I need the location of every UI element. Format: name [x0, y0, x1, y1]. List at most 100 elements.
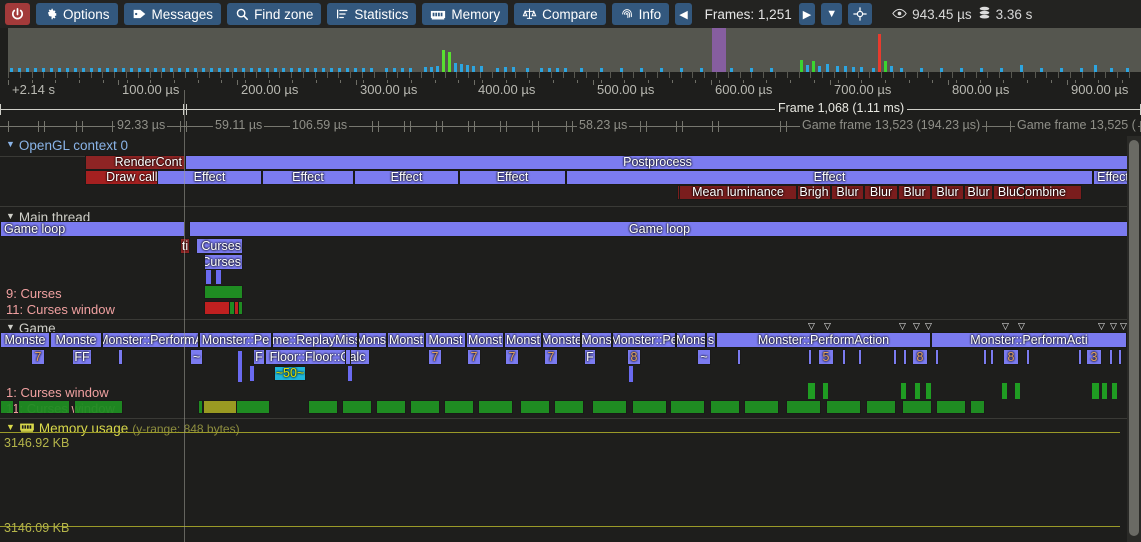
zone-collapse-marker[interactable]: ▽: [1098, 321, 1105, 331]
frame-bar[interactable]: [401, 68, 404, 72]
game-zone[interactable]: Game::ReplayMissed: [272, 332, 358, 348]
game-zone[interactable]: Monste: [542, 332, 581, 348]
gpu-zone-blur[interactable]: Blur: [864, 185, 898, 200]
lock-bar[interactable]: [410, 400, 440, 414]
options-button[interactable]: Options: [36, 3, 118, 25]
frame-bar[interactable]: [818, 66, 821, 72]
zone-collapse-marker[interactable]: ▽: [1110, 321, 1117, 331]
frame-bar[interactable]: [526, 68, 529, 72]
thread-zone-curses[interactable]: Curses: [196, 238, 243, 254]
frame-bar[interactable]: [385, 68, 388, 72]
game-zone[interactable]: Monst: [387, 332, 425, 348]
frame-bar[interactable]: [393, 68, 396, 72]
lock-bar[interactable]: [744, 400, 779, 414]
game-subzone[interactable]: [893, 349, 897, 365]
lock-bar[interactable]: [970, 400, 985, 414]
lock-bar[interactable]: [376, 400, 406, 414]
frame-bar[interactable]: [1020, 65, 1023, 72]
game-tick[interactable]: [348, 366, 352, 381]
zone-collapse-marker[interactable]: ▽: [899, 321, 906, 331]
frame-bar[interactable]: [346, 68, 349, 72]
game-zone[interactable]: Monste: [0, 332, 50, 348]
lock-tick[interactable]: [915, 383, 920, 399]
game-subzone[interactable]: 7: [467, 349, 481, 365]
gpu-zone-blur[interactable]: Blur: [993, 185, 1025, 200]
frame-bar[interactable]: [750, 68, 753, 72]
frame-bar[interactable]: [1040, 68, 1043, 72]
frame-bar[interactable]: [442, 50, 445, 72]
frame-bar[interactable]: [162, 68, 165, 72]
frame-bar[interactable]: [250, 68, 253, 72]
game-zone[interactable]: Monste: [50, 332, 102, 348]
game-tick[interactable]: [238, 351, 242, 367]
game-subzone[interactable]: 7: [505, 349, 519, 365]
frame-bar[interactable]: [242, 68, 245, 72]
thread-zone-ti[interactable]: ti: [180, 238, 190, 254]
game-zone-plot[interactable]: ~50~: [274, 366, 306, 381]
gpu-zone-blur[interactable]: Blur: [831, 185, 864, 200]
gpu-zone-effect[interactable]: Effect: [1093, 170, 1133, 185]
lock-bar[interactable]: [18, 400, 70, 414]
game-subzone[interactable]: [990, 349, 994, 365]
frame-bar[interactable]: [600, 68, 603, 72]
frame-bar[interactable]: [210, 68, 213, 72]
lock-bar[interactable]: [238, 301, 243, 315]
frame-bar[interactable]: [106, 68, 109, 72]
frame-bar[interactable]: [218, 68, 221, 72]
gpu-zone-effect[interactable]: Effect: [262, 170, 354, 185]
lock-tick[interactable]: [1102, 383, 1107, 399]
lock-bar[interactable]: [342, 400, 372, 414]
frame-bar[interactable]: [564, 68, 567, 72]
game-zone[interactable]: Monst: [466, 332, 504, 348]
lock-label-1-curses-window[interactable]: 1: Curses window: [6, 385, 109, 400]
lock-tick[interactable]: [1112, 383, 1117, 399]
lock-bar[interactable]: [308, 400, 338, 414]
frame-bar[interactable]: [1110, 68, 1113, 72]
frame-bar[interactable]: [860, 67, 863, 72]
lock-tick[interactable]: [1015, 383, 1020, 399]
find-zone-button[interactable]: Find zone: [227, 3, 322, 25]
frame-bar[interactable]: [266, 68, 269, 72]
thread-zone-game-loop[interactable]: Game loop: [0, 221, 185, 237]
subframe-label[interactable]: 59.11 µs: [213, 118, 265, 132]
frame-bar[interactable]: [114, 68, 117, 72]
frame-bar[interactable]: [940, 68, 943, 72]
statistics-button[interactable]: Statistics: [327, 3, 417, 25]
game-subzone[interactable]: [1109, 349, 1113, 365]
frame-bar[interactable]: [640, 68, 643, 72]
game-subzone[interactable]: Floor::Floor::Calc: [265, 349, 370, 365]
gpu-zone-combine[interactable]: Combine: [1015, 185, 1067, 200]
lock-tick[interactable]: [823, 383, 828, 399]
gpu-zone-rendercontext[interactable]: RenderCont: [85, 155, 185, 170]
frame-bar[interactable]: [466, 65, 469, 72]
thread-tick[interactable]: [206, 270, 211, 284]
frame-bar[interactable]: [282, 68, 285, 72]
game-zone[interactable]: Monster::PerformA: [102, 332, 199, 348]
game-subzone[interactable]: [1026, 349, 1030, 365]
lock-bar[interactable]: [232, 400, 270, 414]
frame-bar[interactable]: [980, 68, 983, 72]
frame-bar[interactable]: [330, 68, 333, 72]
frame-bar[interactable]: [770, 68, 773, 72]
frame-bar[interactable]: [34, 68, 37, 72]
zone-collapse-marker[interactable]: ▽: [1018, 321, 1025, 331]
game-subzone[interactable]: [1118, 349, 1122, 365]
game-subzone[interactable]: [903, 349, 907, 365]
lock-bar-contended[interactable]: [203, 400, 237, 414]
gpu-zone-mean-luminance[interactable]: Mean luminance: [679, 185, 797, 200]
game-subzone[interactable]: 3: [1086, 349, 1102, 365]
frame-bar[interactable]: [890, 66, 893, 72]
lock-tick[interactable]: [926, 383, 931, 399]
frame-bar[interactable]: [852, 67, 855, 72]
zone-collapse-marker[interactable]: ▽: [1002, 321, 1009, 331]
frame-bar[interactable]: [844, 66, 847, 72]
game-zone[interactable]: Monst: [504, 332, 542, 348]
frame-bar[interactable]: [556, 68, 559, 72]
frame-bar[interactable]: [58, 68, 61, 72]
lock-bar[interactable]: [204, 285, 243, 299]
frame-bar[interactable]: [306, 68, 309, 72]
gpu-zone-blur[interactable]: Blur: [898, 185, 931, 200]
frame-bar[interactable]: [430, 67, 433, 72]
thread-zone-game-loop[interactable]: Game loop: [189, 221, 1130, 237]
time-ruler[interactable]: +2.14 s 100.00 µs 200.00 µs 300.00 µs 400.00…: [0, 80, 1141, 102]
